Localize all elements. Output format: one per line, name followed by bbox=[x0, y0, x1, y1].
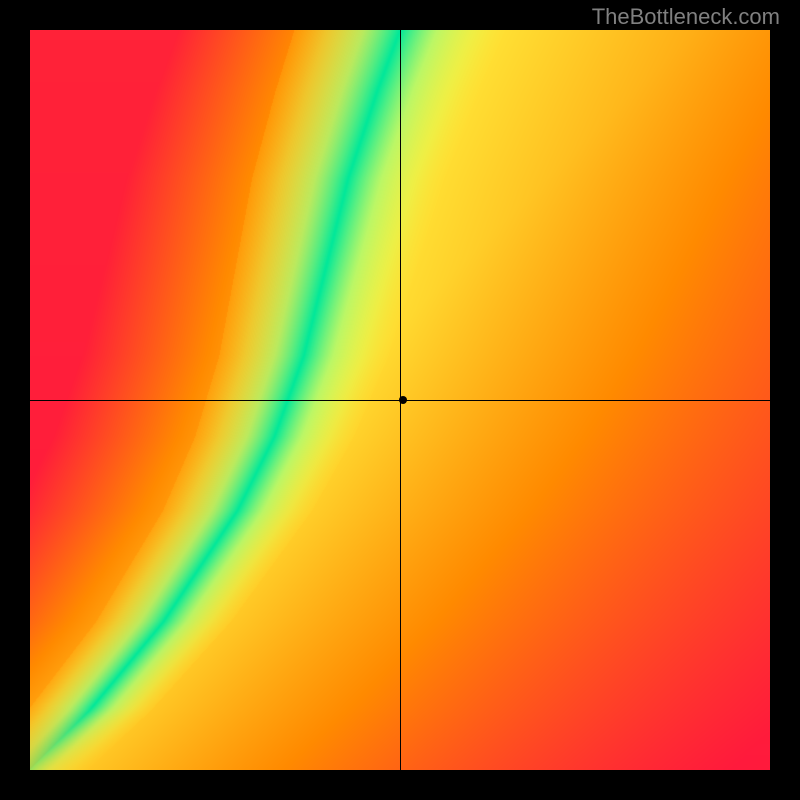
heatmap-chart bbox=[30, 30, 770, 770]
selected-point-marker bbox=[399, 396, 407, 404]
watermark-label: TheBottleneck.com bbox=[592, 4, 780, 30]
